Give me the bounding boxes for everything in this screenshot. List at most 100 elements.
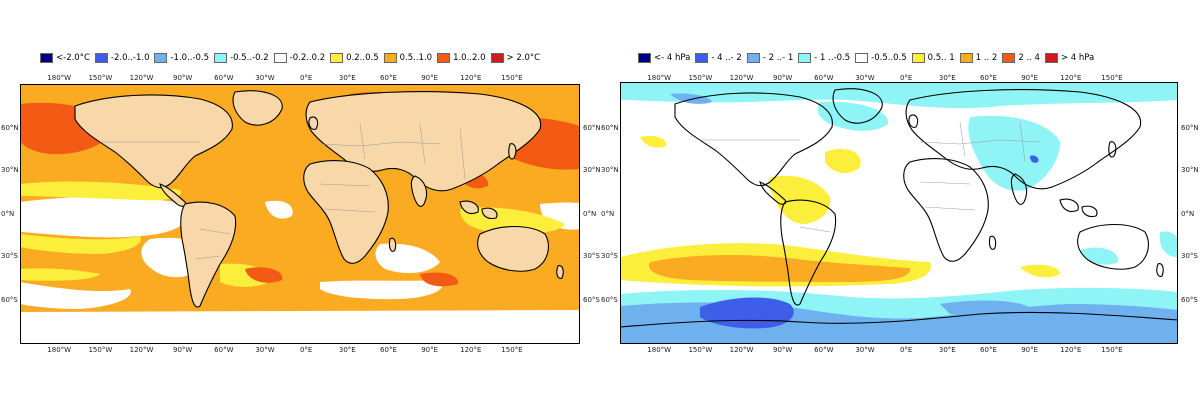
legend-label: 1 .. 2	[975, 53, 998, 63]
lon-ticks-top: 180°W 150°W 120°W 90°W 60°W 30°W 0°E 30°E 60°E 90…	[20, 74, 580, 83]
country-borders	[100, 123, 466, 260]
legend-swatch	[154, 53, 168, 63]
lon-tick-label: 150°E	[1101, 74, 1123, 82]
legend-item: - 4 ..- 2	[695, 53, 742, 63]
legend-label: > 4 hPa	[1060, 53, 1095, 63]
coastlines	[620, 88, 1178, 328]
lon-tick-label: 60°W	[214, 346, 234, 354]
legend-swatch	[40, 53, 53, 63]
legend-swatch	[911, 53, 925, 63]
lon-tick-label: 90°E	[421, 74, 439, 82]
lon-tick-label: 120°E	[1060, 346, 1082, 354]
legend-label: -1.0..-0.5	[170, 53, 210, 63]
legend-swatch	[214, 53, 228, 63]
lon-tick-label: 30°E	[938, 74, 956, 82]
legend-item: > 4 hPa	[1044, 53, 1095, 63]
legend-swatch	[959, 53, 973, 63]
legend-label: - 4 ..- 2	[711, 53, 742, 63]
lon-tick-label: 60°E	[380, 74, 397, 82]
lat-tick-label: 0°N	[583, 210, 597, 218]
legend-label: - 2 ..- 1	[762, 53, 794, 63]
lon-tick-label: 120°E	[460, 346, 482, 354]
lon-tick-label: 90°W	[773, 346, 793, 354]
legend-swatch	[638, 53, 651, 63]
slp-anomaly-map	[620, 82, 1178, 344]
legend-label: <-2.0°C	[56, 53, 90, 63]
lat-tick-label: 0°N	[601, 210, 615, 218]
lon-tick-label: 60°W	[814, 74, 834, 82]
legend-item: 0.5..1.0	[383, 53, 432, 63]
lon-tick-label: 150°E	[1101, 346, 1123, 354]
lon-tick-label: 180°W	[647, 346, 672, 354]
legend-swatch	[383, 53, 397, 63]
lat-tick-label: 30°S	[583, 251, 600, 260]
legend-item: -1.0..-0.5	[154, 53, 209, 63]
lon-tick-label: 120°W	[729, 74, 754, 82]
lat-tick-label: 60°N	[601, 124, 619, 133]
legend-item: -2.0..-1.0	[94, 53, 150, 63]
lat-tick-label: 0°N	[1181, 210, 1195, 218]
lon-tick-label: 30°W	[855, 74, 875, 82]
lon-tick-label: 150°W	[88, 74, 113, 82]
legend-swatch	[695, 53, 709, 63]
lon-tick-label: 90°E	[1021, 74, 1039, 82]
lon-tick-label: 90°W	[173, 74, 193, 82]
legend-label: 1.0..2.0	[453, 53, 486, 63]
legend-swatch	[1002, 53, 1016, 63]
lat-tick-label: 60°N	[1, 124, 19, 133]
legend-swatch	[855, 53, 869, 63]
lon-tick-label: 120°E	[460, 74, 482, 82]
lon-tick-label: 30°W	[855, 346, 875, 354]
legend-item: <-2.0°C	[40, 53, 90, 63]
legend-item: 0.2..0.5	[330, 53, 379, 63]
lon-ticks-bottom: 180°W 150°W 120°W 90°W 60°W 30°W 0°E 30°E 60°E 90…	[20, 346, 580, 355]
lat-tick-label: 0°N	[1, 210, 15, 218]
legend-swatch	[490, 53, 504, 63]
sst-legend: <-2.0°C -2.0..-1.0 -1.0..-0.5 -0.5..-0.2…	[40, 50, 545, 66]
lat-ticks-left: 60°N 30°N 0°N 30°S 60°S	[0, 84, 20, 344]
lat-tick-label: 30°S	[1181, 251, 1198, 260]
country-borders	[700, 121, 1041, 233]
legend-item: > 2.0°C	[490, 53, 541, 63]
lon-tick-label: 150°W	[688, 74, 713, 82]
lat-tick-label: 60°N	[1181, 124, 1199, 133]
lat-ticks-left: 60°N 30°N 0°N 30°S 60°S	[600, 84, 620, 344]
lon-tick-label: 30°W	[255, 346, 275, 354]
legend-item: 0.5.. 1	[911, 53, 955, 63]
legend-swatch	[94, 53, 108, 63]
legend-swatch	[746, 53, 760, 63]
legend-label: - 1 ..-0.5	[814, 53, 851, 63]
legend-item: - 1 ..-0.5	[798, 53, 850, 63]
lon-tick-label: 90°E	[1021, 346, 1039, 354]
legend-label: > 2.0°C	[506, 53, 541, 63]
legend-item: 2 .. 4	[1002, 53, 1040, 63]
lon-tick-label: 180°W	[647, 74, 672, 82]
lon-tick-label: 30°W	[255, 74, 275, 82]
lon-tick-label: 120°E	[1060, 74, 1082, 82]
lon-tick-label: 0°E	[899, 74, 913, 82]
lon-tick-label: 60°E	[980, 74, 997, 82]
legend-swatch	[1044, 53, 1058, 63]
lat-tick-label: 30°N	[601, 165, 619, 174]
lon-ticks-bottom: 180°W 150°W 120°W 90°W 60°W 30°W 0°E 30°E 60°E 90…	[620, 346, 1180, 355]
legend-label: -0.5..-0.2	[230, 53, 269, 63]
lon-tick-label: 180°W	[47, 346, 72, 354]
lon-tick-label: 150°E	[501, 346, 523, 354]
lat-tick-label: 30°N	[1181, 165, 1199, 174]
lat-tick-label: 30°S	[1, 251, 18, 260]
legend-swatch	[798, 53, 812, 63]
legend-label: -0.5..0.5	[871, 53, 907, 63]
lon-tick-label: 180°W	[47, 74, 72, 82]
lon-tick-label: 30°E	[338, 74, 356, 82]
lat-tick-label: 60°S	[1, 295, 18, 304]
lon-tick-label: 60°E	[980, 346, 997, 354]
lon-tick-label: 60°W	[214, 74, 234, 82]
legend-label: -0.2..0.2	[289, 53, 326, 63]
legend-swatch	[437, 53, 451, 63]
lon-tick-label: 90°W	[173, 346, 193, 354]
legend-label: -2.0..-1.0	[110, 53, 150, 63]
lon-tick-label: 0°E	[899, 346, 913, 354]
land-masses	[74, 90, 564, 308]
lat-tick-label: 30°N	[583, 165, 601, 174]
lon-tick-label: 150°W	[88, 346, 113, 354]
